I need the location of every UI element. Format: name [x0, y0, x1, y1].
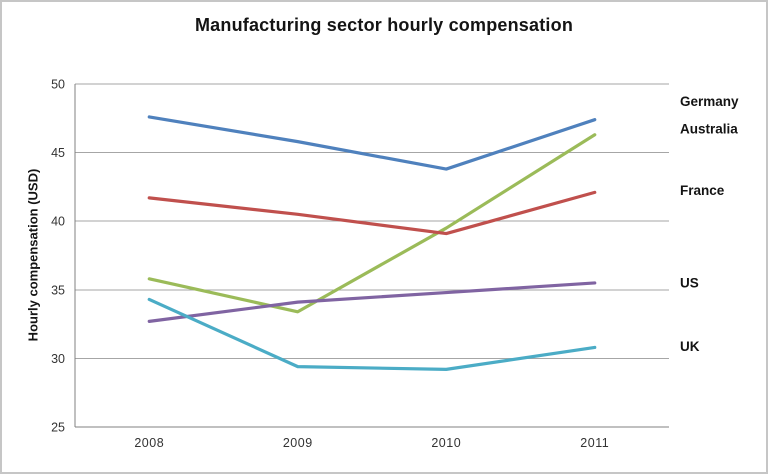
x-tick-label: 2010: [431, 436, 461, 450]
x-tick-label: 2011: [580, 436, 609, 450]
y-tick-label: 35: [51, 283, 65, 297]
y-axis-title: Hourly compensation (USD): [25, 168, 41, 342]
series-label-us: US: [680, 275, 699, 290]
series-line-germany: [147, 115, 597, 171]
y-tick-label: 50: [51, 78, 65, 92]
series-label-uk: UK: [680, 339, 700, 354]
x-tick-label: 2009: [283, 436, 313, 450]
series-line-uk: [147, 297, 597, 371]
series-line-france: [147, 190, 597, 236]
series-line-us: [147, 281, 597, 323]
y-tick-label: 45: [51, 146, 65, 160]
series-line-australia: [147, 133, 597, 314]
series-label-france: France: [680, 183, 725, 198]
series-label-germany: Germany: [680, 94, 739, 109]
x-tick-label: 2008: [134, 436, 164, 450]
chart-title: Manufacturing sector hourly compensation: [194, 15, 574, 35]
y-tick-label: 30: [51, 352, 65, 366]
y-tick-label: 25: [51, 421, 65, 435]
y-tick-label: 40: [51, 215, 65, 229]
series-label-australia: Australia: [680, 121, 738, 136]
